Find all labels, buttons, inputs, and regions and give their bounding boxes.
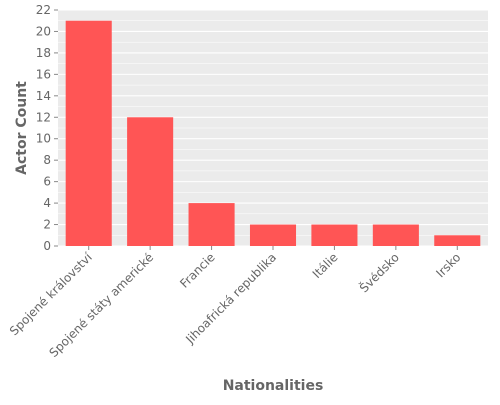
x-tick-label: Švédsko bbox=[356, 250, 402, 296]
x-axis-title: Nationalities bbox=[223, 378, 324, 394]
bar bbox=[249, 224, 297, 246]
y-tick-label: 6 bbox=[43, 175, 51, 189]
y-tick-label: 14 bbox=[36, 89, 51, 103]
y-tick-label: 2 bbox=[43, 218, 51, 232]
bars bbox=[65, 20, 481, 247]
bar bbox=[188, 203, 235, 246]
bar bbox=[127, 117, 174, 246]
y-tick-label: 4 bbox=[43, 196, 51, 210]
y-axis-ticks: 0 2 4 6 8 10 12 14 16 18 20 22 bbox=[36, 3, 58, 253]
x-tick-label: Francie bbox=[177, 250, 217, 290]
y-axis-title: Actor Count bbox=[14, 81, 30, 175]
x-tick-label: Irsko bbox=[433, 250, 463, 280]
y-tick-label: 18 bbox=[36, 46, 51, 60]
y-tick-label: 12 bbox=[36, 110, 51, 124]
bar bbox=[65, 20, 112, 247]
bar bbox=[311, 224, 358, 246]
y-tick-label: 10 bbox=[36, 132, 51, 146]
y-tick-label: 0 bbox=[43, 239, 51, 253]
y-tick-label: 22 bbox=[36, 3, 51, 17]
bar bbox=[434, 235, 481, 246]
x-tick-label: Spojené státy americké bbox=[46, 250, 156, 360]
x-tick-label: Itálie bbox=[310, 250, 341, 281]
bar bbox=[372, 224, 419, 246]
y-tick-label: 16 bbox=[36, 67, 51, 81]
y-tick-label: 20 bbox=[36, 24, 51, 38]
y-tick-label: 8 bbox=[43, 153, 51, 167]
